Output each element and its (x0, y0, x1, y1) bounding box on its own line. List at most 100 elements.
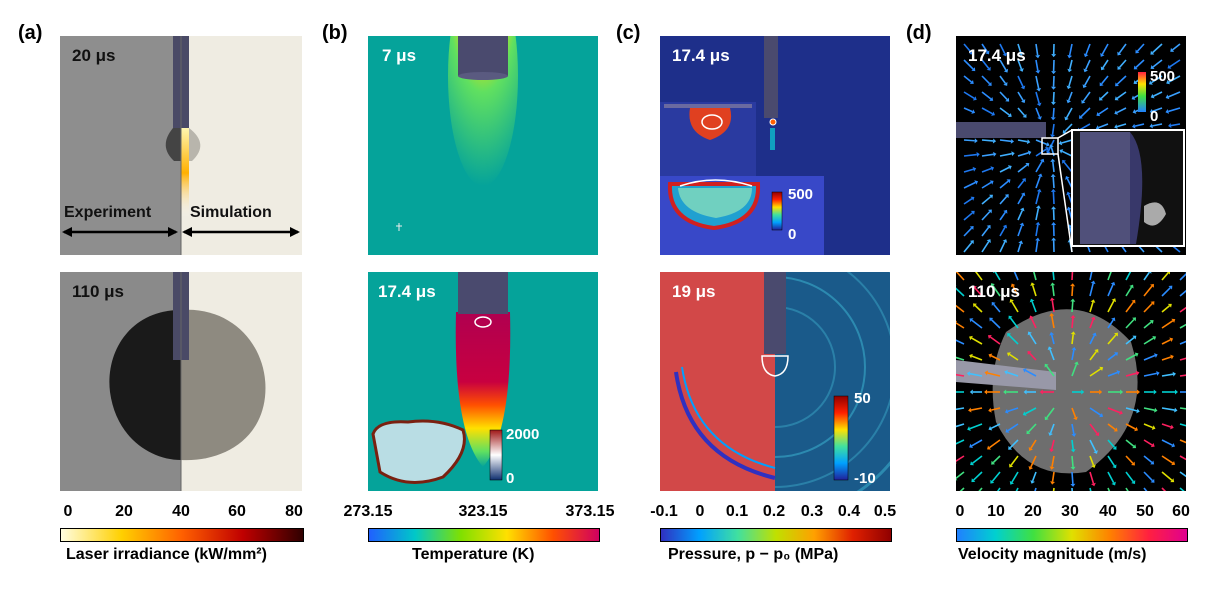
velocity-arrowhead (1070, 483, 1076, 487)
colorbar-a-tick: 60 (228, 503, 246, 520)
velocity-arrowhead (1074, 361, 1079, 366)
velocity-arrowhead (988, 426, 993, 431)
velocity-arrow (1107, 319, 1114, 329)
colorbar-d-tick: 20 (1024, 503, 1042, 520)
velocity-arrow (981, 107, 993, 115)
velocity-arrowhead (1064, 116, 1069, 121)
velocity-arrow (1143, 337, 1154, 345)
velocity-arrowhead (1022, 368, 1027, 373)
velocity-arrow (1079, 123, 1091, 131)
velocity-arrowhead (1022, 113, 1027, 118)
velocity-arrowhead (1094, 349, 1099, 354)
velocity-arrow (1135, 59, 1145, 68)
velocity-arrow (1017, 164, 1028, 173)
velocity-arrow (1143, 354, 1156, 361)
velocity-arrowhead (1171, 461, 1176, 466)
velocity-arrow (963, 139, 975, 142)
velocity-arrowhead (969, 389, 973, 395)
velocity-arrowhead (991, 111, 995, 116)
velocity-arrowhead (1018, 240, 1024, 245)
velocity-arrow (956, 304, 965, 313)
velocity-arrow (1082, 91, 1091, 102)
velocity-arrowhead (1070, 298, 1076, 302)
velocity-arrowhead (1029, 315, 1034, 320)
velocity-arrow (956, 272, 965, 281)
panel-b-colorbar-title: Temperature (K) (412, 546, 535, 563)
velocity-arrow (1049, 423, 1055, 434)
velocity-arrowhead (1078, 114, 1083, 119)
velocity-arrowhead (969, 226, 974, 230)
velocity-arrow (956, 407, 965, 411)
panel-c-bottom-image (660, 272, 890, 491)
panel-d-colorbar-title: Velocity magnitude (m/s) (958, 546, 1147, 563)
velocity-arrow (1143, 407, 1155, 411)
velocity-arrow (963, 107, 973, 113)
velocity-arrowhead (1050, 117, 1056, 121)
velocity-arrowhead (1070, 449, 1076, 453)
velocity-arrow (999, 241, 1006, 253)
velocity-arrow (990, 423, 1001, 430)
velocity-arrowhead (1167, 303, 1172, 308)
velocity-arrowhead (1091, 464, 1096, 469)
velocity-arrowhead (1003, 389, 1007, 395)
velocity-arrowhead (1035, 70, 1041, 74)
velocity-arrow (1017, 180, 1025, 189)
velocity-arrow (1017, 243, 1022, 253)
velocity-arrowhead (1111, 481, 1116, 486)
velocity-arrow (1030, 317, 1037, 329)
velocity-arrowhead (1133, 65, 1138, 70)
velocity-arrowhead (973, 303, 977, 308)
velocity-arrow (1031, 284, 1037, 297)
velocity-arrow (1143, 285, 1153, 297)
velocity-arrowhead (1035, 205, 1041, 209)
velocity-arrowhead (1135, 49, 1140, 54)
velocity-arrow (1125, 423, 1136, 430)
velocity-arrow (1030, 439, 1037, 449)
velocity-arrowhead (1081, 389, 1085, 395)
velocity-arrowhead (1117, 65, 1122, 70)
velocity-arrow (990, 355, 1001, 361)
velocity-arrow (1080, 107, 1091, 118)
velocity-arrowhead (1165, 94, 1170, 100)
velocity-arrowhead (1112, 445, 1117, 450)
velocity-arrowhead (1035, 237, 1041, 242)
colorbar-c-tick: 0.2 (762, 503, 786, 520)
velocity-arrow (963, 212, 973, 221)
velocity-arrow (1068, 59, 1073, 70)
velocity-arrow (1089, 423, 1098, 435)
velocity-arrowhead (1002, 239, 1008, 243)
velocity-arrowhead (1174, 407, 1178, 413)
velocity-arrow (1100, 91, 1109, 100)
velocity-arrowhead (1025, 162, 1030, 167)
velocity-arrowhead (1059, 149, 1064, 154)
velocity-arrowhead (1050, 101, 1056, 106)
velocity-arrowhead (993, 151, 997, 157)
velocity-arrow (1161, 272, 1169, 281)
velocity-arrowhead (987, 334, 992, 340)
velocity-arrowhead (1131, 480, 1136, 485)
velocity-arrow (963, 168, 974, 173)
velocity-arrowhead (968, 407, 972, 413)
velocity-arrowhead (1007, 352, 1011, 357)
panel-c-top: 17.4 μs 500 0 (660, 36, 890, 255)
panel-a-top-time: 20 μs (72, 46, 116, 65)
velocity-arrowhead (1003, 81, 1008, 86)
velocity-arrow (1089, 351, 1098, 361)
velocity-arrowhead (1049, 448, 1055, 453)
velocity-arrowhead (1067, 54, 1073, 59)
velocity-arrowhead (1112, 464, 1117, 469)
velocity-arrow (1071, 317, 1074, 329)
colorbar-b-tick: 323.15 (458, 503, 508, 520)
velocity-arrow (1010, 455, 1019, 466)
velocity-arrow (1116, 123, 1127, 128)
velocity-arrow (1107, 471, 1115, 484)
velocity-arrowhead (1131, 95, 1136, 100)
velocity-arrow (1052, 487, 1055, 491)
velocity-arrow (1030, 455, 1037, 468)
velocity-arrow (1152, 43, 1163, 54)
experiment-label: Experiment (64, 204, 152, 221)
velocity-arrowhead (1044, 363, 1049, 368)
panel-a-bottom-time: 110 μs (72, 282, 125, 301)
velocity-arrowhead (1051, 237, 1057, 241)
velocity-arrow (999, 211, 1006, 221)
